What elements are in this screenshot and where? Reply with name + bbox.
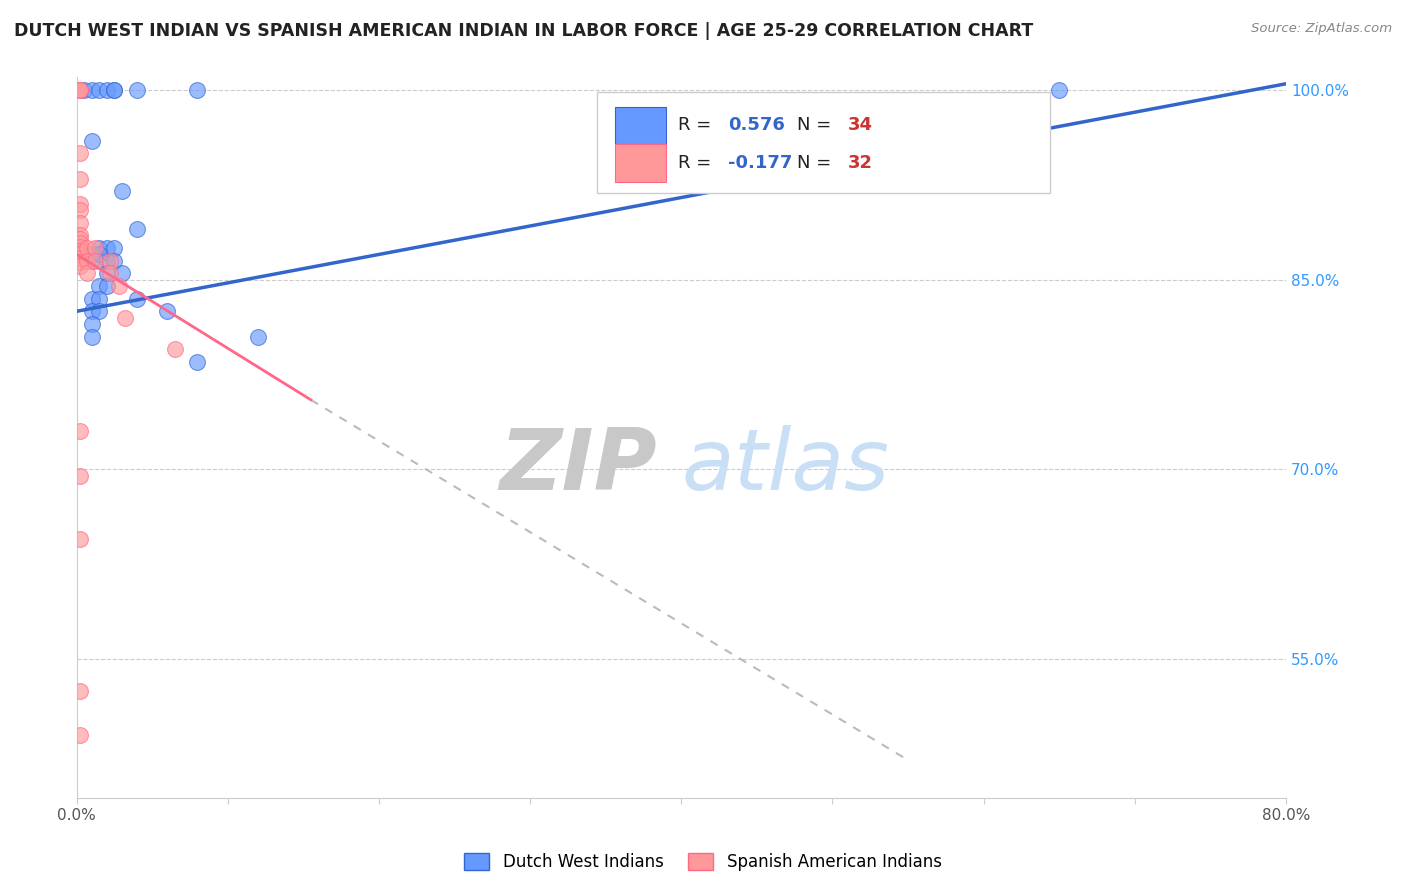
Point [69,425,91,439]
Point [69,228,91,243]
Text: Source: ZipAtlas.com: Source: ZipAtlas.com [1251,22,1392,36]
Point [246,329,269,343]
Point [69,255,91,269]
Point [114,310,136,325]
Point [69,232,91,246]
Point [69,146,91,161]
Point [69,259,91,273]
Point [89,241,111,255]
Point [186,355,208,369]
Point [80,247,103,261]
Point [89,279,111,293]
Point [89,292,111,306]
Point [111,184,134,198]
Text: R =: R = [678,117,717,135]
Point [69,468,91,483]
FancyBboxPatch shape [614,107,665,145]
Point [96,83,118,97]
Text: 34: 34 [848,117,873,135]
Point [96,241,118,255]
Point [80,253,103,268]
Point [125,292,148,306]
Point [76,241,98,255]
Point [111,267,134,281]
Text: R =: R = [678,154,717,172]
Point [69,532,91,546]
FancyBboxPatch shape [596,92,1050,193]
Text: ZIP: ZIP [499,425,657,508]
Point [83,241,105,255]
Text: DUTCH WEST INDIAN VS SPANISH AMERICAN INDIAN IN LABOR FORCE | AGE 25-29 CORRELAT: DUTCH WEST INDIAN VS SPANISH AMERICAN IN… [14,22,1033,40]
Text: N =: N = [797,117,838,135]
Point [103,253,125,268]
Point [103,83,125,97]
Text: 0.576: 0.576 [728,117,786,135]
Text: 32: 32 [848,154,873,172]
Point [69,244,91,258]
Text: N =: N = [797,154,838,172]
Point [156,304,179,318]
Point [69,203,91,218]
Point [108,279,131,293]
Point [69,83,91,97]
Point [103,83,125,97]
Point [80,329,103,343]
Point [80,83,103,97]
Point [96,279,118,293]
Point [89,83,111,97]
Point [89,247,111,261]
Point [80,134,103,148]
Legend: Dutch West Indians, Spanish American Indians: Dutch West Indians, Spanish American Ind… [456,845,950,880]
Point [69,728,91,742]
FancyBboxPatch shape [614,145,665,182]
Point [69,83,91,97]
Point [80,292,103,306]
Point [83,253,105,268]
Point [125,83,148,97]
Point [80,304,103,318]
Point [73,83,96,97]
Point [69,83,91,97]
Point [98,267,121,281]
Point [103,241,125,255]
Point [163,343,186,357]
Point [69,240,91,254]
Point [80,317,103,331]
Point [69,216,91,230]
Point [69,197,91,211]
Point [89,304,111,318]
Text: atlas: atlas [682,425,889,508]
Point [76,267,98,281]
Point [69,247,91,261]
Point [69,251,91,265]
Point [96,253,118,268]
Point [1047,83,1070,97]
Point [69,235,91,250]
Text: -0.177: -0.177 [728,154,793,172]
Point [69,171,91,186]
Point [98,253,121,268]
Point [125,222,148,236]
Point [76,253,98,268]
Point [186,83,208,97]
Point [69,683,91,698]
Point [96,267,118,281]
